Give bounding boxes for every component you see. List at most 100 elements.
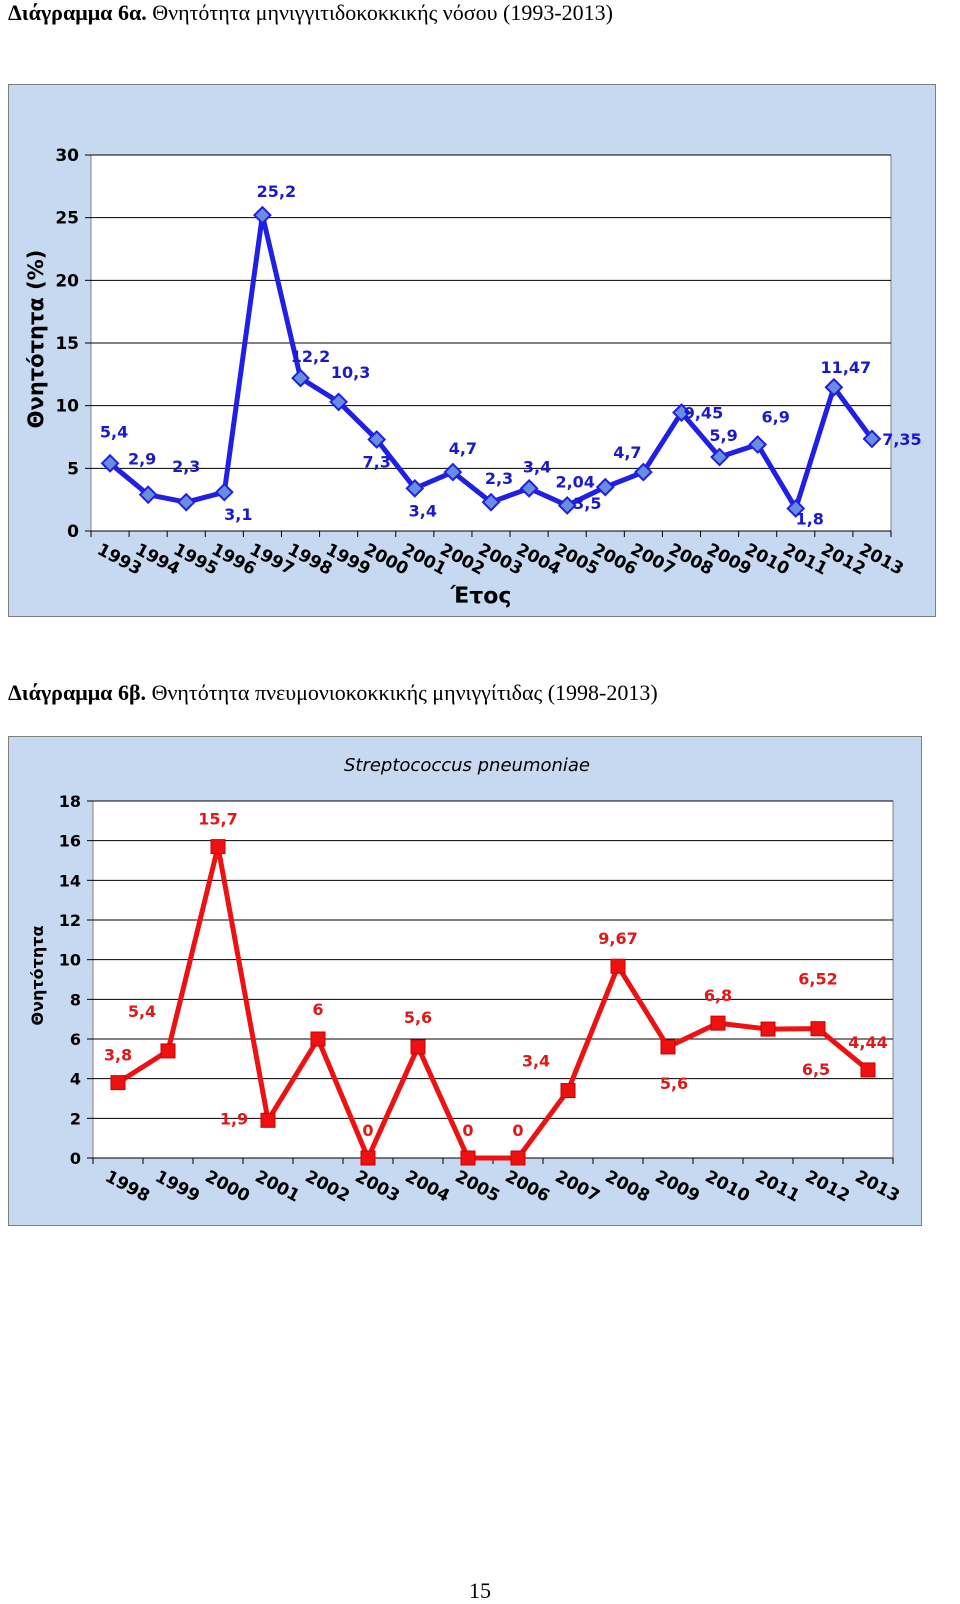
chart-6b-x-tick-label: 2013 [852,1167,903,1207]
chart-6b-y-tick-label: 8 [70,990,81,1009]
chart-6a-data-point [672,403,691,422]
chart-6a-data-point [481,492,501,512]
chart-6a-y-tick-label: 5 [67,459,79,479]
chart-6b-data-label: 0 [362,1121,373,1140]
chart-6a-data-point [214,482,234,502]
chart-6b-data-label: 3,4 [522,1052,550,1071]
chart-6a-data-point [443,462,463,482]
chart-6a-data-point [367,430,387,449]
chart-6b-data-point [760,1021,776,1037]
chart-6a-data-label: 3,5 [573,494,601,513]
chart-6a-data-label: 2,3 [485,469,513,488]
chart-6a-data-label: 9,45 [684,404,723,423]
chart-6a-data-label: 2,3 [172,457,200,476]
chart-6a-data-label: 3,4 [523,457,551,476]
chart-6a-data-label: 2,9 [128,450,156,469]
chart-6b-x-tick-label: 2006 [502,1167,553,1207]
chart-caption-6b-label: Διάγραμμα 6β. [8,680,147,705]
chart-6a-y-tick-label: 25 [55,209,79,229]
chart-6a-data-point [100,453,120,473]
chart-6b-y-tick-label: 2 [70,1109,81,1128]
chart-6b-x-tick-label: 2004 [402,1167,453,1207]
chart-6a-data-label: 1,8 [796,509,824,528]
chart-6b-x-tick-label: 2002 [302,1167,353,1207]
chart-6b-y-tick-label: 4 [70,1070,81,1089]
chart-6b-plot-area [92,800,894,1159]
page-number: 15 [469,1578,491,1603]
chart-6a: 0510152025301993199419951996199719981999… [24,146,922,609]
chart-6a-data-point [710,447,729,467]
chart-6b-x-tick-label: 1998 [102,1167,153,1207]
chart-6b-data-label: 6,52 [798,970,837,989]
chart-6b-data-label: 1,9 [220,1109,248,1128]
chart-6b-x-tick-label: 2008 [602,1167,653,1207]
chart-6b-x-tick-label: 2010 [702,1167,753,1207]
chart-6b-data-label: 6,8 [704,986,732,1005]
chart-6a-data-point [138,485,158,505]
chart-6b-data-label: 15,7 [198,810,237,829]
chart-caption-6a: Διάγραμμα 6α. Θνητότητα μηνιγγιτιδοκοκκι… [8,0,613,26]
chart-6b-data-point [310,1031,326,1047]
chart-6b-data-label: 5,6 [660,1074,688,1093]
chart-6a-data-point [633,462,653,482]
chart-6b-data-point [460,1150,476,1166]
chart-6a-data-label: 7,3 [363,453,391,472]
chart-6a-data-label: 10,3 [331,363,370,382]
chart-6a-data-point [557,496,577,515]
chart-6b-data-point [410,1039,426,1055]
chart-6b-y-tick-label: 16 [59,832,81,851]
chart-6b-y-tick-label: 6 [70,1030,81,1049]
chart-caption-6a-text: Θνητότητα μηνιγγιτιδοκοκκικής νόσου (199… [146,0,613,25]
chart-6b-y-tick-label: 0 [70,1149,81,1168]
chart-6b-data-point [710,1015,726,1031]
chart-6b-data-point [510,1150,526,1166]
chart-6b-x-tick-label: 2001 [252,1167,303,1207]
chart-6a-data-point [329,392,349,412]
chart-6b-x-tick-label: 2005 [452,1167,503,1207]
chart-6a-data-label: 4,7 [613,443,641,462]
chart-6a-data-label: 3,4 [409,501,437,520]
chart-6b-data-label: 5,6 [404,1008,432,1027]
chart-6b-data-point [110,1075,126,1091]
chart-6a-data-point [519,478,539,498]
chart-6a-data-label: 11,47 [821,358,872,377]
chart-6a-data-label: 7,35 [882,430,921,449]
chart-6b-x-tick-label: 2003 [352,1167,403,1207]
chart-6a-data-label: 4,7 [449,439,477,458]
chart-6a-data-label: 6,9 [761,408,789,427]
chart-6b-y-tick-label: 14 [59,871,81,890]
chart-6a-y-tick-label: 10 [55,397,79,417]
chart-6b-data-point [860,1062,876,1078]
chart-6b-x-tick-label: 2012 [802,1167,853,1207]
chart-6a-data-label: 12,2 [291,347,330,366]
chart-6a-data-point [253,205,272,225]
chart-6a-data-label: 2,04 [555,472,594,491]
chart-6b-data-point [560,1083,576,1099]
chart-6b-x-tick-label: 1999 [152,1167,203,1207]
chart-6b: 0246810121416181998199920002001200220032… [28,755,903,1207]
chart-6b-y-tick-label: 10 [59,951,81,970]
chart-6a-y-tick-label: 20 [55,271,79,291]
chart-6b-series-line [116,844,870,1161]
chart-6b-title: Streptococcus pneumoniae [344,755,590,776]
chart-6a-data-label: 3,1 [224,505,252,524]
chart-6b-data-label: 3,8 [104,1046,132,1065]
chart-6b-data-point [810,1021,826,1037]
chart-6b-data-point [160,1043,176,1059]
chart-6b-data-point [360,1150,376,1166]
chart-6a-y-tick-label: 0 [67,522,79,542]
chart-6b-data-label: 6 [312,1000,323,1019]
chart-6a-data-label: 5,9 [709,426,737,445]
chart-6b-data-label: 6,5 [802,1060,830,1079]
chart-6b-x-tick-label: 2011 [752,1167,803,1207]
chart-6a-data-point [291,368,310,388]
chart-6b-panel: 0 2 4 6 8 10 12 14 16 18 1998 1999 2000 2001 2002 2003 2… [8,736,922,1226]
chart-6a-y-tick-label: 30 [55,146,79,166]
chart-6a-data-point [748,435,768,454]
chart-caption-6b: Διάγραμμα 6β. Θνητότητα πνευμονιοκοκκική… [8,680,658,706]
chart-6a-x-axis-label: Έτος [450,584,512,609]
chart-6a-x-tick-label: 2013 [856,540,907,580]
chart-6b-data-point [210,839,226,855]
chart-6a-data-point [862,429,882,449]
chart-6b-y-tick-label: 18 [59,792,81,811]
